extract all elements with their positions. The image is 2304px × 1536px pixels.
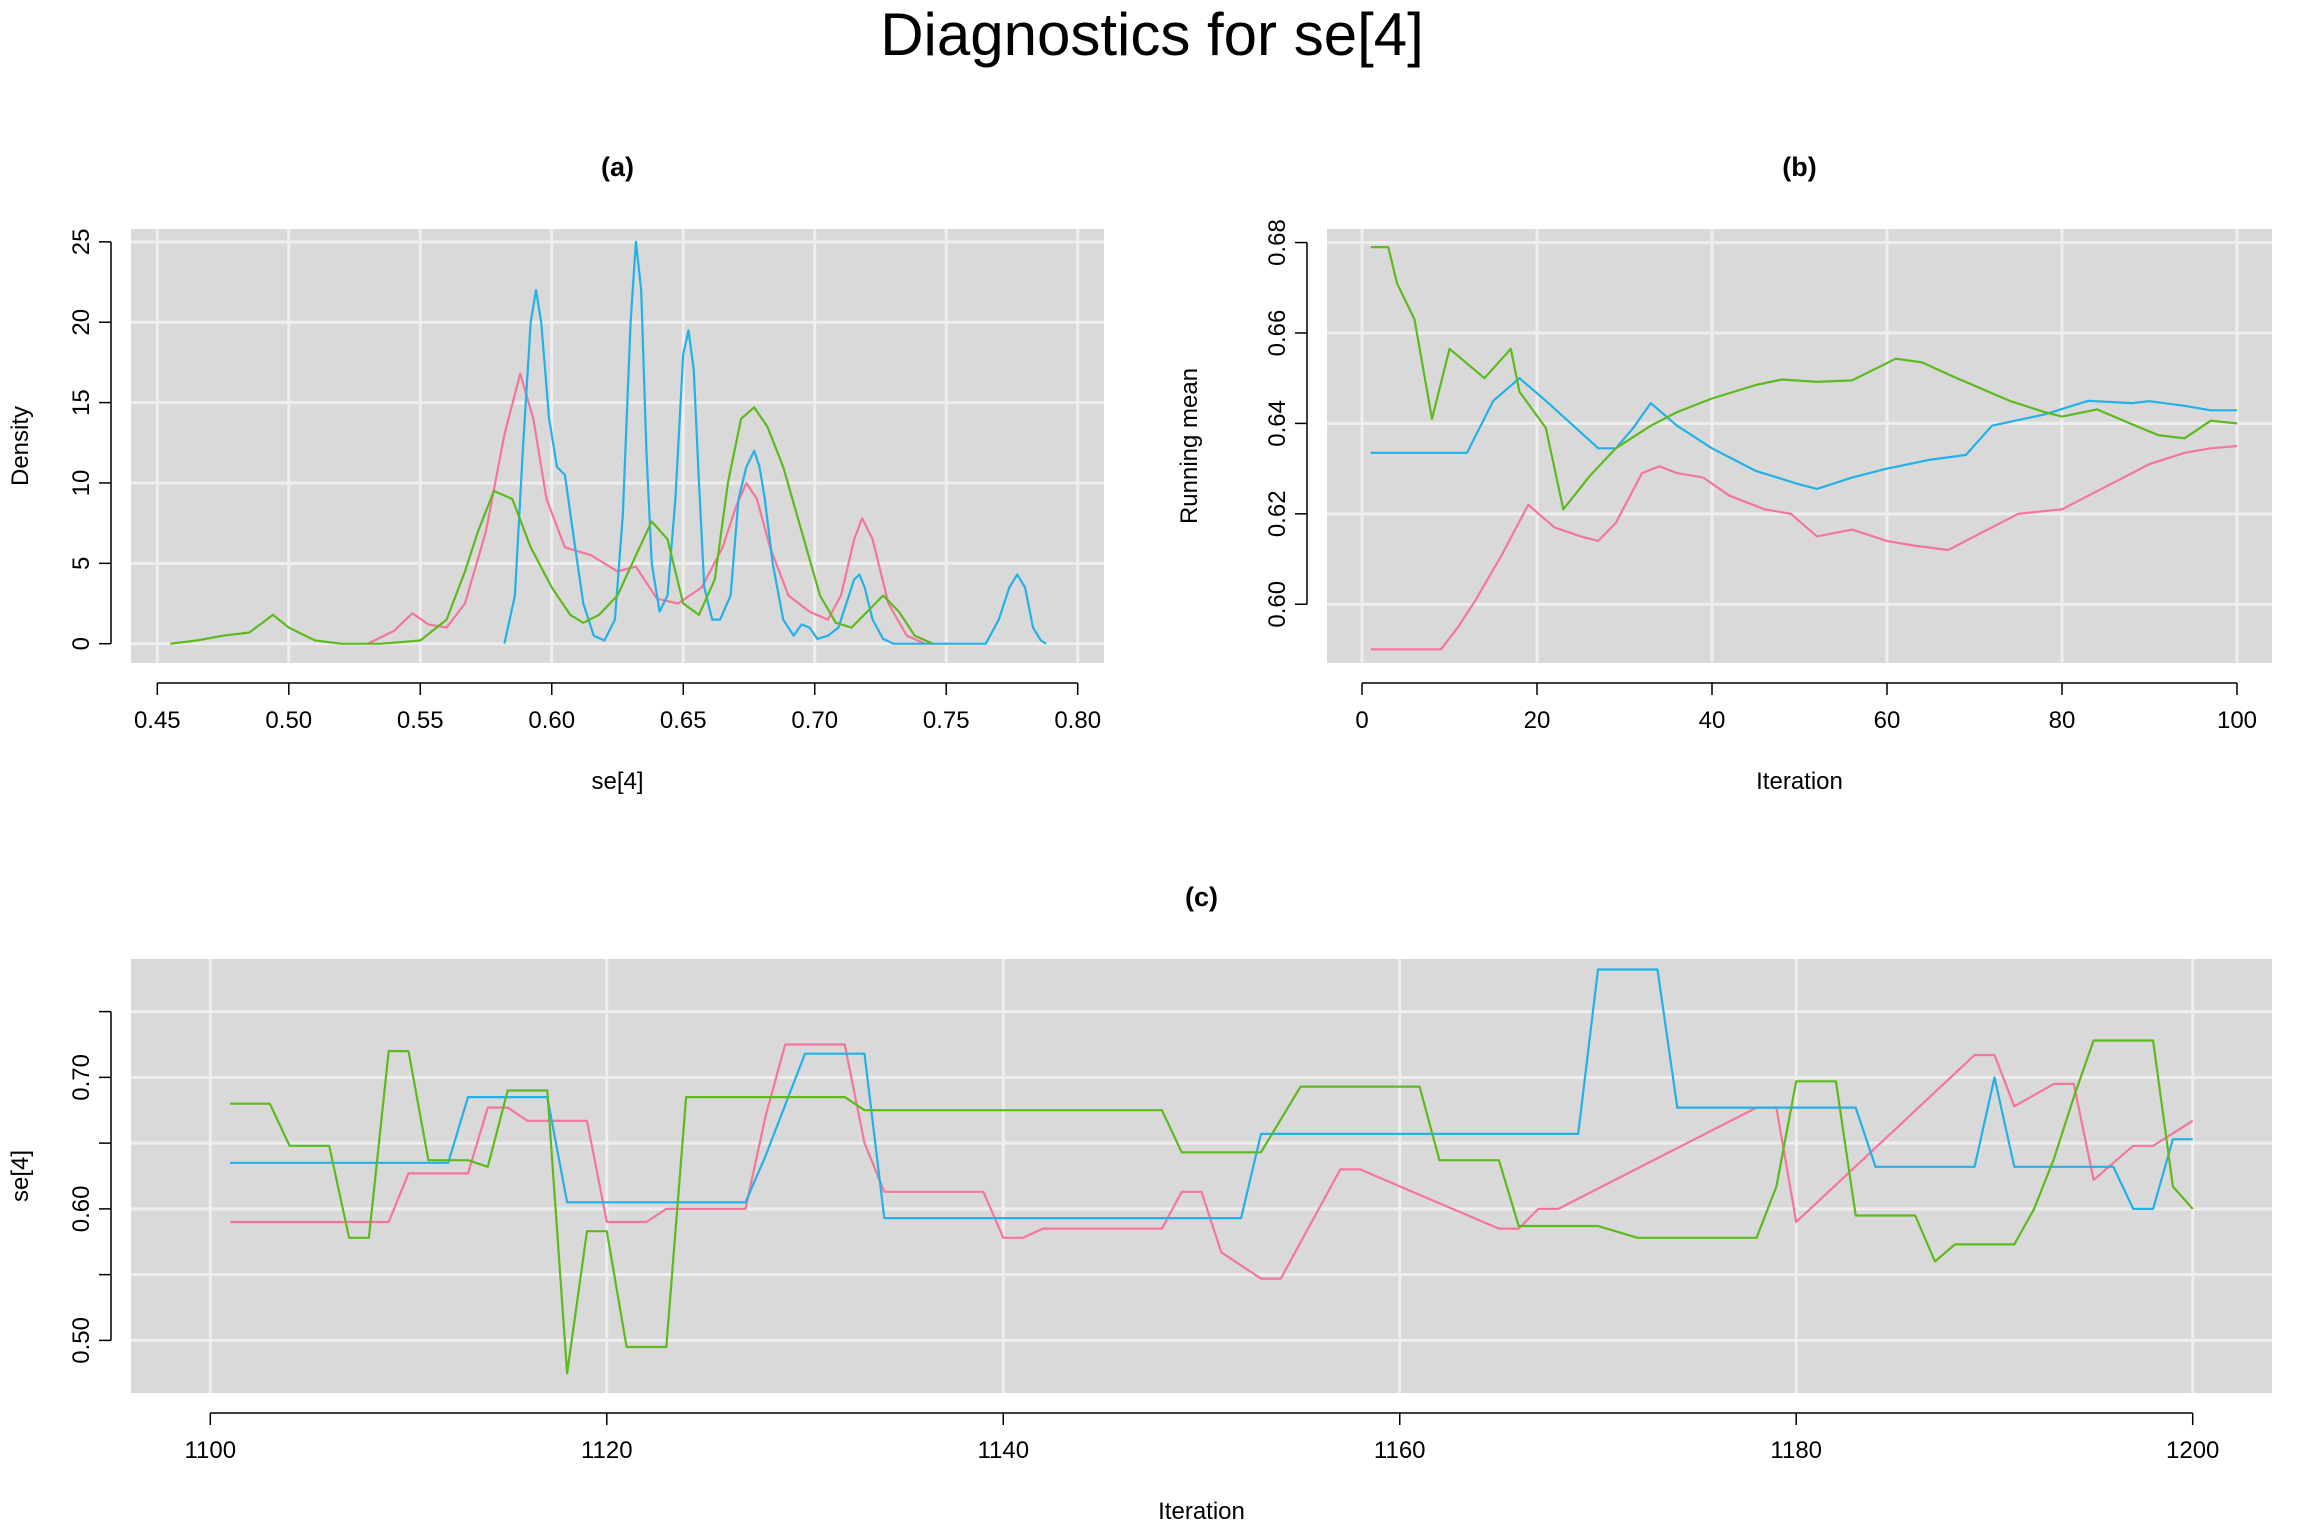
series-line-1 — [1370, 444, 2238, 651]
y-tick-label: 0 — [68, 637, 95, 650]
x-tick-label: 1160 — [1374, 1437, 1426, 1464]
x-tick-label: 0.60 — [528, 707, 575, 734]
panel-title: (b) — [1782, 152, 1816, 182]
y-axis: 0.60 0.62 0.64 0.66 0.68 — [1264, 219, 1308, 628]
x-tick-label: 80 — [2049, 707, 2076, 734]
chart-panels: 0.45 0.50 0.55 0.60 0.65 0.70 0.75 0.80 0 5 10 15 20… — [7, 152, 2272, 1525]
y-tick-label: 5 — [68, 557, 95, 570]
panel-1: 0 20 40 60 80 100 0.60 0.62 0.64 0.66 0.68 (b) Itera… — [1176, 152, 2272, 795]
x-tick-label: 0.45 — [134, 707, 181, 734]
x-tick-label: 0.65 — [660, 707, 707, 734]
x-axis-title: se[4] — [591, 768, 643, 795]
y-axis: 0 5 10 15 20 25 — [68, 229, 112, 650]
series-line-3 — [230, 1039, 2194, 1375]
x-tick-label: 1120 — [581, 1437, 633, 1464]
series-line-2 — [1370, 377, 2237, 490]
x-axis: 1100 1120 1140 1160 1180 1200 — [184, 1412, 2219, 1464]
figure-title: Diagnostics for se[4] — [880, 1, 1424, 68]
y-tick-label: 10 — [68, 470, 95, 497]
x-tick-label: 1140 — [977, 1437, 1029, 1464]
panel-2: 1100 1120 1140 1160 1180 1200 0.50 0.60 0.70 (c) I… — [7, 882, 2272, 1525]
x-tick-label: 1200 — [2166, 1437, 2219, 1464]
y-tick-label: 25 — [68, 229, 95, 256]
y-tick-label: 0.68 — [1264, 219, 1291, 266]
x-tick-label: 0 — [1355, 707, 1368, 734]
gridlines — [131, 229, 1104, 663]
y-axis-title: se[4] — [7, 1150, 34, 1202]
series-line-1 — [367, 372, 926, 645]
series-line-3 — [170, 406, 934, 645]
x-axis: 0 20 40 60 80 100 — [1355, 682, 2257, 734]
y-tick-label: 0.50 — [68, 1317, 95, 1364]
panel-title: (c) — [1185, 882, 1218, 912]
y-tick-label: 0.60 — [68, 1186, 95, 1233]
series-line-3 — [1370, 246, 2238, 511]
y-axis-title: Running mean — [1176, 368, 1203, 524]
y-axis: 0.50 0.60 0.70 — [68, 1010, 112, 1364]
series-line-2 — [230, 968, 2193, 1220]
x-tick-label: 0.70 — [791, 707, 838, 734]
x-tick-label: 0.80 — [1054, 707, 1101, 734]
x-tick-label: 100 — [2217, 707, 2257, 734]
gridlines — [1327, 229, 2272, 663]
y-tick-label: 20 — [68, 309, 95, 336]
x-axis: 0.45 0.50 0.55 0.60 0.65 0.70 0.75 0.80 — [134, 682, 1101, 734]
panel-0: 0.45 0.50 0.55 0.60 0.65 0.70 0.75 0.80 0 5 10 15 20… — [7, 152, 1104, 795]
x-axis-title: Iteration — [1756, 768, 1843, 795]
y-tick-label: 0.66 — [1264, 310, 1291, 357]
x-tick-label: 20 — [1524, 707, 1551, 734]
x-tick-label: 0.55 — [397, 707, 444, 734]
x-tick-label: 0.50 — [265, 707, 312, 734]
series-line-2 — [503, 240, 1047, 645]
x-tick-label: 0.75 — [923, 707, 970, 734]
plot-background — [131, 959, 2272, 1393]
x-tick-label: 40 — [1699, 707, 1726, 734]
x-axis-title: Iteration — [1158, 1498, 1245, 1525]
x-tick-label: 1180 — [1770, 1437, 1822, 1464]
x-tick-label: 1100 — [184, 1437, 236, 1464]
y-axis-title: Density — [7, 406, 34, 486]
series-line-1 — [230, 1043, 2194, 1280]
y-tick-label: 0.70 — [68, 1054, 95, 1101]
y-tick-label: 0.62 — [1264, 490, 1291, 537]
y-tick-label: 0.60 — [1264, 581, 1291, 628]
y-tick-label: 15 — [68, 389, 95, 416]
plot-background — [1327, 229, 2272, 663]
gridlines — [131, 959, 2272, 1393]
panel-title: (a) — [601, 152, 634, 182]
x-tick-label: 60 — [1874, 707, 1901, 734]
y-tick-label: 0.64 — [1264, 400, 1291, 447]
